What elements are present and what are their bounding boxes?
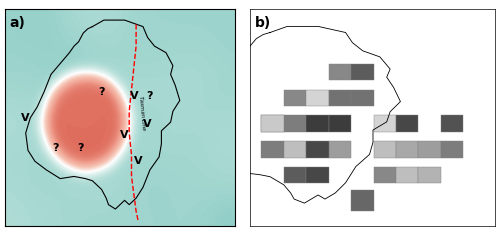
Bar xyxy=(418,167,441,183)
Bar xyxy=(328,116,351,132)
Text: V: V xyxy=(134,156,142,166)
Text: V: V xyxy=(144,119,152,129)
Bar xyxy=(328,64,351,80)
Bar xyxy=(284,141,306,158)
Bar xyxy=(351,90,374,106)
Bar xyxy=(306,141,328,158)
Bar xyxy=(396,116,418,132)
Bar xyxy=(441,116,464,132)
Bar xyxy=(261,141,283,158)
Text: ?: ? xyxy=(52,143,59,153)
Text: V: V xyxy=(120,130,129,140)
Bar xyxy=(374,141,396,158)
Bar xyxy=(306,167,328,183)
Bar xyxy=(261,116,283,132)
Bar xyxy=(396,167,418,183)
Bar xyxy=(306,90,328,106)
Text: a): a) xyxy=(10,16,26,30)
Bar xyxy=(284,90,306,106)
Bar xyxy=(328,90,351,106)
Bar xyxy=(351,190,374,211)
Text: V: V xyxy=(22,113,30,123)
Bar xyxy=(306,116,328,132)
Bar xyxy=(396,141,418,158)
Text: V: V xyxy=(130,91,138,101)
Bar xyxy=(284,116,306,132)
Bar xyxy=(374,116,396,132)
Text: ?: ? xyxy=(78,143,84,153)
Bar xyxy=(261,116,283,132)
Bar xyxy=(418,141,441,158)
Text: b): b) xyxy=(255,16,271,30)
Bar xyxy=(284,167,306,183)
Text: ?: ? xyxy=(98,87,105,97)
Bar xyxy=(328,141,351,158)
Bar xyxy=(374,167,396,183)
Bar xyxy=(351,64,374,80)
Text: Tasman Line: Tasman Line xyxy=(138,96,146,131)
Bar xyxy=(441,141,464,158)
Text: ?: ? xyxy=(146,91,153,101)
